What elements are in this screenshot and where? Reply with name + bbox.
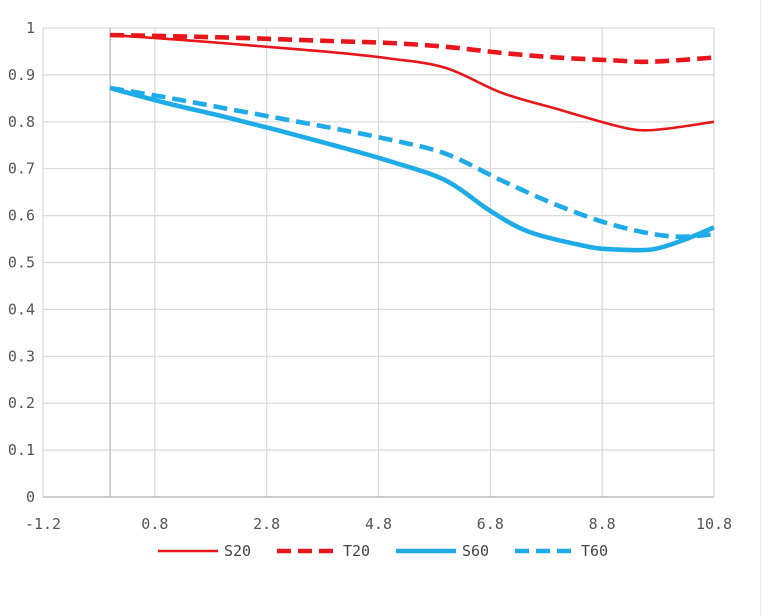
y-tick-label: 0.6 — [8, 207, 35, 225]
legend-label: T20 — [343, 542, 370, 560]
x-tick-label: 4.8 — [365, 515, 392, 533]
legend-item-t60: T60 — [515, 542, 608, 560]
x-tick-label: 2.8 — [253, 515, 280, 533]
y-tick-label: 0.5 — [8, 254, 35, 272]
legend-label: T60 — [581, 542, 608, 560]
series-line-t60 — [109, 85, 715, 239]
legend: S20 T20 S60 T60 — [158, 542, 608, 560]
x-tick-labels: -1.2 0.8 2.8 4.8 6.8 8.8 10.8 — [25, 515, 732, 533]
y-tick-label: 0.7 — [8, 160, 35, 178]
legend-label: S60 — [462, 542, 489, 560]
series-line-s20 — [110, 33, 715, 132]
grid — [42, 27, 715, 497]
x-tick-label: -1.2 — [25, 515, 61, 533]
x-tick-label: 0.8 — [141, 515, 168, 533]
x-tick-label: 10.8 — [696, 515, 732, 533]
y-tick-label: 0.1 — [8, 441, 35, 459]
y-tick-label: 1 — [26, 19, 35, 37]
y-tick-label: 0.4 — [8, 300, 35, 318]
y-tick-label: 0.2 — [8, 394, 35, 412]
legend-item-s20: S20 — [158, 542, 251, 560]
series-line-t20 — [110, 32, 715, 65]
x-tick-label: 6.8 — [477, 515, 504, 533]
frame-edge — [760, 0, 761, 616]
y-tick-label: 0 — [26, 488, 35, 506]
axes — [43, 28, 714, 498]
legend-label: S20 — [224, 542, 251, 560]
legend-item-s60: S60 — [396, 542, 489, 560]
legend-item-t20: T20 — [277, 542, 370, 560]
y-tick-label: 0.9 — [8, 66, 35, 84]
y-tick-labels: 0 0.1 0.2 0.3 0.4 0.5 0.6 0.7 0.8 0.9 1 — [8, 19, 35, 506]
series-lines — [109, 32, 715, 253]
x-tick-label: 8.8 — [589, 515, 616, 533]
y-tick-label: 0.3 — [8, 347, 35, 365]
y-tick-label: 0.8 — [8, 113, 35, 131]
series-line-s60 — [109, 85, 715, 253]
